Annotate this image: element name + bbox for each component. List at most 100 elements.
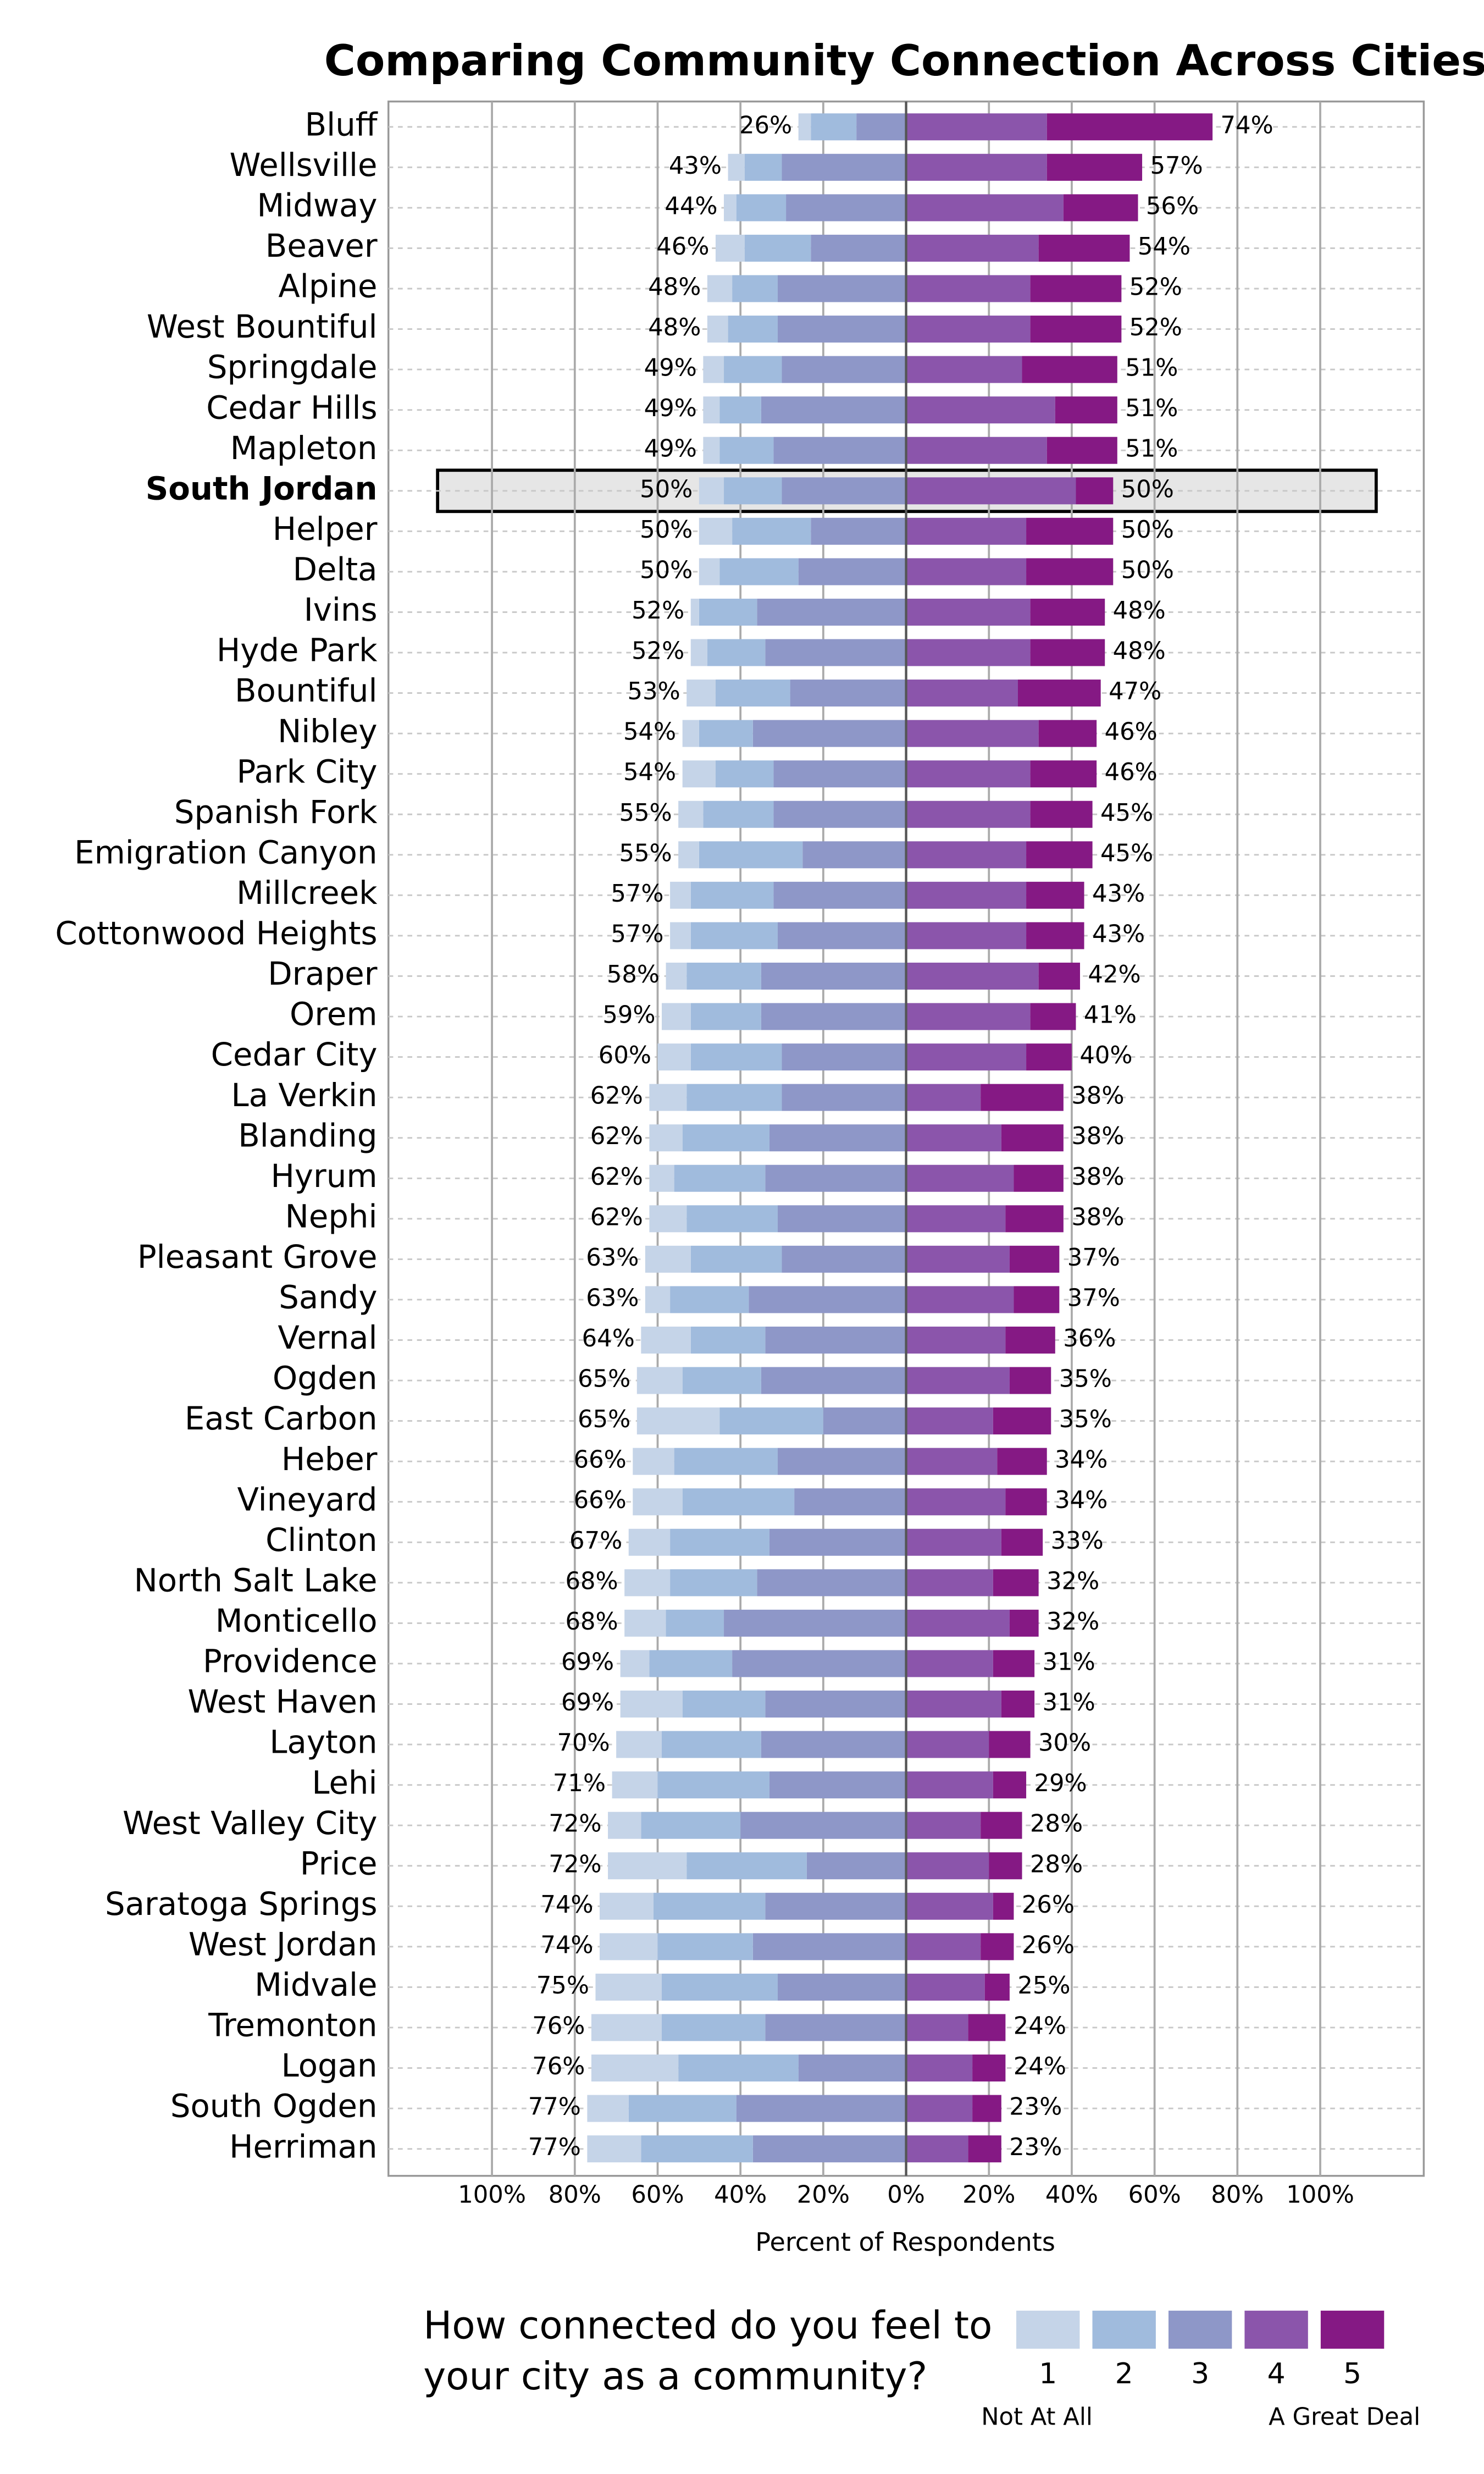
bar-segment (670, 922, 691, 949)
bar-segment (906, 1933, 981, 1961)
bar-segment (633, 1448, 674, 1475)
left-total-label: 65% (578, 1366, 630, 1393)
bar-segment (591, 2055, 679, 2082)
bar-segment (761, 1367, 906, 1394)
bar-segment (1026, 841, 1093, 869)
bar-segment (666, 962, 687, 990)
x-tick-label: 80% (1211, 2182, 1264, 2209)
legend-label: 4 (1267, 2357, 1286, 2390)
bar-segment (732, 517, 811, 545)
bar-segment (786, 194, 906, 222)
right-total-label: 32% (1046, 1608, 1099, 1636)
bar-segment (728, 153, 745, 181)
bar-segment (906, 1003, 1031, 1030)
right-total-label: 35% (1059, 1366, 1112, 1393)
y-tick-label: Spanish Fork (174, 793, 378, 831)
left-total-label: 63% (586, 1244, 639, 1272)
bar-segment (690, 1043, 782, 1071)
bar-segment (1026, 881, 1084, 909)
bar-segment (1026, 1043, 1072, 1071)
y-tick-label: Emigration Canyon (74, 833, 377, 871)
left-total-label: 50% (640, 476, 693, 503)
right-total-label: 26% (1022, 1891, 1075, 1919)
bar-segment (1009, 1245, 1060, 1273)
bar-segment (670, 1569, 757, 1597)
left-total-label: 76% (532, 2053, 585, 2080)
bar-segment (790, 680, 906, 707)
right-total-label: 42% (1088, 961, 1140, 989)
bar-segment (662, 1731, 761, 1758)
bar-segment (719, 437, 774, 464)
bar-segment (765, 1164, 906, 1192)
bar-segment (715, 680, 790, 707)
bar-segment (719, 1407, 823, 1435)
bar-segment (981, 1084, 1064, 1111)
bar-segment (906, 2135, 968, 2163)
bar-segment (777, 1973, 906, 2001)
bar-segment (649, 1124, 683, 1152)
bar-segment (777, 1205, 906, 1233)
left-total-label: 66% (574, 1446, 627, 1474)
y-tick-label: Lehi (312, 1764, 377, 1801)
bar-segment (728, 316, 778, 343)
bar-segment (1030, 800, 1093, 828)
bar-segment (591, 2014, 662, 2041)
legend-title: your city as a community? (423, 2355, 927, 2399)
legend-swatch (1168, 2310, 1232, 2349)
right-total-label: 38% (1071, 1123, 1124, 1150)
left-total-label: 60% (599, 1042, 651, 1069)
right-total-label: 52% (1129, 273, 1182, 301)
bar-segment (686, 1205, 778, 1233)
right-total-label: 45% (1100, 799, 1153, 827)
bar-segment (906, 1812, 981, 1839)
right-total-label: 30% (1038, 1730, 1091, 1757)
bar-segment (703, 356, 724, 383)
right-total-label: 47% (1109, 678, 1161, 705)
left-total-label: 49% (644, 395, 697, 422)
legend-label: 3 (1191, 2357, 1209, 2390)
bar-segment (906, 680, 1018, 707)
bar-segment (761, 1003, 906, 1030)
bar-segment (906, 1609, 1010, 1637)
left-total-label: 57% (611, 880, 663, 908)
left-total-label: 77% (528, 2134, 581, 2161)
bar-segment (682, 720, 699, 747)
bar-segment (769, 1124, 906, 1152)
bar-segment (972, 2055, 1006, 2082)
left-total-label: 62% (590, 1083, 643, 1110)
right-total-label: 32% (1046, 1567, 1099, 1595)
right-total-label: 35% (1059, 1406, 1112, 1433)
bar-segment (1026, 517, 1114, 545)
right-total-label: 43% (1092, 920, 1145, 948)
y-tick-label: Vernal (278, 1319, 377, 1356)
bar-segment (674, 1448, 778, 1475)
left-total-label: 54% (623, 759, 676, 786)
bar-segment (761, 962, 906, 990)
bar-segment (682, 760, 716, 788)
bar-segment (599, 1892, 654, 1920)
bar-segment (719, 558, 799, 586)
bar-segment (773, 437, 906, 464)
bar-segment (993, 1771, 1027, 1799)
bar-segment (906, 1084, 981, 1111)
bar-segment (773, 760, 906, 788)
right-total-label: 74% (1221, 112, 1273, 139)
right-total-label: 31% (1043, 1689, 1095, 1716)
y-tick-label: Bountiful (235, 672, 378, 709)
right-total-label: 51% (1125, 395, 1178, 422)
left-total-label: 52% (632, 638, 684, 665)
bar-segment (636, 1367, 683, 1394)
left-total-label: 74% (540, 1891, 593, 1919)
y-tick-label: Delta (293, 551, 378, 588)
bar-segment (906, 1650, 993, 1677)
bar-segment (1063, 194, 1138, 222)
bar-segment (906, 517, 1027, 545)
legend-swatch (1320, 2310, 1385, 2349)
y-tick-label: Draper (268, 955, 378, 992)
y-tick-label: Tremonton (208, 2007, 377, 2044)
left-total-label: 54% (623, 719, 676, 746)
legend-swatch (1092, 2310, 1156, 2349)
y-tick-label: Cedar Hills (206, 389, 377, 426)
bar-segment (703, 800, 774, 828)
bar-segment (657, 1043, 691, 1071)
